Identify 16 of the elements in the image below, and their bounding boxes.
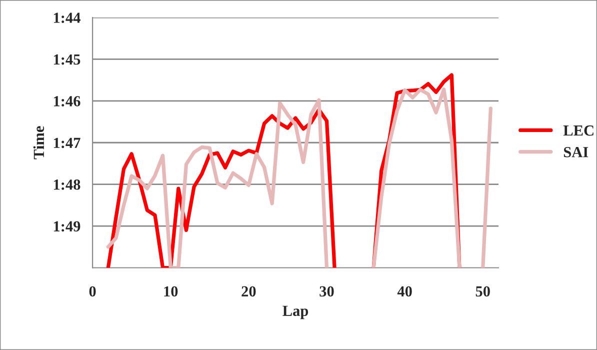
y-tick-label: 1:49 xyxy=(54,221,80,232)
y-tick-label: 1:46 xyxy=(54,96,80,106)
x-tick-label: 10 xyxy=(164,286,178,297)
y-axis-title: Time xyxy=(33,126,44,160)
x-axis-title: Lap xyxy=(282,306,308,320)
y-tick-label: 1:47 xyxy=(54,138,80,148)
legend-label: LEC xyxy=(563,125,594,136)
x-tick-label: 50 xyxy=(476,286,490,297)
legend-label: SAI xyxy=(564,147,588,158)
y-tick-label: 1:48 xyxy=(54,179,80,190)
x-tick-label: 30 xyxy=(320,286,334,297)
x-tick-label: 40 xyxy=(397,286,412,297)
y-tick-label: 1:45 xyxy=(54,54,80,65)
y-tick-label: 1:44 xyxy=(54,12,80,24)
x-tick-label: 20 xyxy=(242,286,256,297)
x-tick-label: 0 xyxy=(89,286,96,297)
